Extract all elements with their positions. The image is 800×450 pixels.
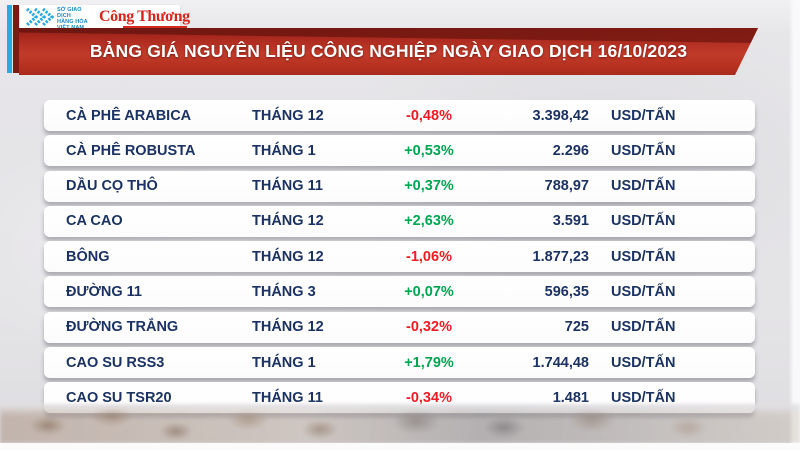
- price-cell: 788,97: [544, 178, 589, 195]
- contract-month-cell: THÁNG 1: [252, 142, 316, 159]
- unit-cell: USD/TẤN: [611, 248, 676, 265]
- unit-cell: USD/TẤN: [611, 213, 676, 230]
- commodity-name-cell: CAO SU RSS3: [66, 354, 165, 371]
- unit-cell: USD/TẤN: [611, 354, 676, 371]
- table-row: CÀ PHÊ ROBUSTA THÁNG 1 +0,53% 2.296 USD/…: [44, 135, 755, 167]
- accent-bar-cyan: [7, 5, 12, 73]
- table-row: ĐƯỜNG TRẮNG THÁNG 12 -0,32% 725 USD/TẤN: [44, 311, 755, 343]
- price-cell: 3.591: [552, 213, 589, 230]
- contract-month-cell: THÁNG 3: [252, 283, 316, 300]
- price-cell: 1.481: [552, 389, 589, 406]
- table-row: BÔNG THÁNG 12 -1,06% 1.877,23 USD/TẤN: [44, 241, 755, 273]
- commodity-name-cell: ĐƯỜNG TRẮNG: [66, 319, 179, 336]
- title-banner: BẢNG GIÁ NGUYÊN LIỆU CÔNG NGHIỆP NGÀY GI…: [19, 28, 758, 75]
- price-table: CÀ PHÊ ARABICA THÁNG 12 -0,48% 3.398,42 …: [44, 100, 755, 418]
- exchange-name-line: HÀNG HÓA: [57, 19, 88, 25]
- page-title: BẢNG GIÁ NGUYÊN LIỆU CÔNG NGHIỆP NGÀY GI…: [89, 41, 688, 61]
- price-cell: 1.744,48: [532, 354, 589, 371]
- commodity-name-cell: CAO SU TSR20: [66, 389, 172, 406]
- contract-month-cell: THÁNG 12: [252, 107, 324, 124]
- commodity-name-cell: CA CAO: [66, 213, 123, 230]
- table-row: CÀ PHÊ ARABICA THÁNG 12 -0,48% 3.398,42 …: [44, 100, 755, 131]
- contract-month-cell: THÁNG 12: [252, 248, 324, 265]
- price-cell: 3.398,42: [532, 107, 589, 124]
- unit-cell: USD/TẤN: [611, 389, 676, 406]
- unit-cell: USD/TẤN: [611, 283, 676, 300]
- contract-month-cell: THÁNG 12: [252, 213, 324, 230]
- unit-cell: USD/TẤN: [611, 319, 676, 336]
- price-cell: 1.877,23: [532, 248, 589, 265]
- table-row: CAO SU TSR20 THÁNG 11 -0,34% 1.481 USD/T…: [44, 382, 755, 414]
- commodity-photo-strip: [0, 404, 800, 443]
- contract-month-cell: THÁNG 1: [252, 354, 316, 371]
- unit-cell: USD/TẤN: [611, 107, 676, 124]
- unit-cell: USD/TẤN: [611, 142, 676, 159]
- price-cell: 725: [564, 319, 589, 336]
- exchange-name-line: SỞ GIAO DỊCH: [57, 7, 82, 19]
- table-row: CAO SU RSS3 THÁNG 1 +1,79% 1.744,48 USD/…: [44, 347, 755, 379]
- change-percent-cell: +0,07%: [404, 283, 454, 300]
- commodity-name-cell: ĐƯỜNG 11: [66, 283, 142, 300]
- exchange-name: SỞ GIAO DỊCH HÀNG HÓA VIỆT NAM: [57, 7, 97, 31]
- newspaper-tagline-bar: [123, 25, 187, 30]
- table-row: ĐƯỜNG 11 THÁNG 3 +0,07% 596,35 USD/TẤN: [44, 276, 755, 308]
- change-percent-cell: -1,06%: [406, 248, 452, 265]
- change-percent-cell: +0,37%: [404, 178, 454, 195]
- change-percent-cell: -0,32%: [406, 319, 452, 336]
- commodity-name-cell: CÀ PHÊ ARABICA: [66, 107, 192, 124]
- table-row: DẦU CỌ THÔ THÁNG 11 +0,37% 788,97 USD/TẤ…: [44, 170, 755, 202]
- commodity-name-cell: BÔNG: [66, 248, 110, 265]
- accent-bar-maroon: [13, 5, 19, 73]
- contract-month-cell: THÁNG 11: [252, 389, 323, 406]
- unit-cell: USD/TẤN: [611, 178, 676, 195]
- bottom-white-strip: [0, 443, 800, 450]
- change-percent-cell: +2,63%: [404, 213, 454, 230]
- change-percent-cell: -0,48%: [406, 107, 452, 124]
- contract-month-cell: THÁNG 11: [252, 178, 323, 195]
- change-percent-cell: -0,34%: [406, 389, 452, 406]
- contract-month-cell: THÁNG 12: [252, 319, 324, 336]
- change-percent-cell: +1,79%: [404, 354, 454, 371]
- mxv-chevrons-icon: [24, 6, 55, 33]
- price-cell: 596,35: [544, 283, 589, 300]
- table-row: CA CAO THÁNG 12 +2,63% 3.591 USD/TẤN: [44, 205, 755, 237]
- commodity-name-cell: DẦU CỌ THÔ: [66, 178, 158, 195]
- change-percent-cell: +0,53%: [404, 142, 454, 159]
- commodity-name-cell: CÀ PHÊ ROBUSTA: [66, 142, 196, 159]
- price-cell: 2.296: [552, 142, 589, 159]
- newspaper-masthead: Công Thương: [99, 7, 190, 30]
- newspaper-masthead-text: Công Thương: [99, 7, 190, 25]
